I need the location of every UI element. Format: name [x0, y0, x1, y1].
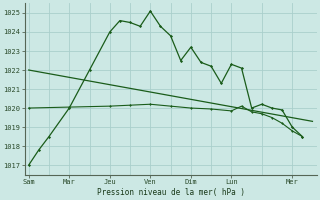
X-axis label: Pression niveau de la mer( hPa ): Pression niveau de la mer( hPa )	[97, 188, 244, 197]
